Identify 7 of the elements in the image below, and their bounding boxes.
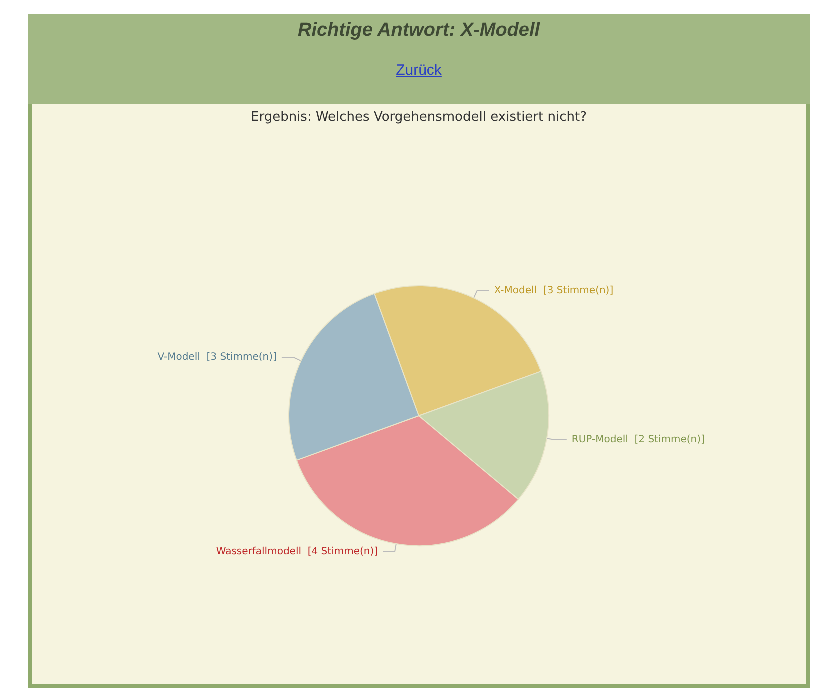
slice-label: V-Modell [3 Stimme(n)] <box>158 352 278 364</box>
slice-label: RUP-Modell [2 Stimme(n)] <box>572 434 706 446</box>
text: Zurück <box>396 62 442 79</box>
chart-subtitle: Ergebnis: Welches Vorgehensmodell existiert nicht? <box>250 110 588 125</box>
slice-label: Wasserfallmodell [4 Stimme(n)] <box>216 546 378 558</box>
slice-label: X-Modell [3 Stimme(n)] <box>494 285 614 296</box>
chart-title: Richtige Antwort: X-Modell <box>296 20 542 42</box>
